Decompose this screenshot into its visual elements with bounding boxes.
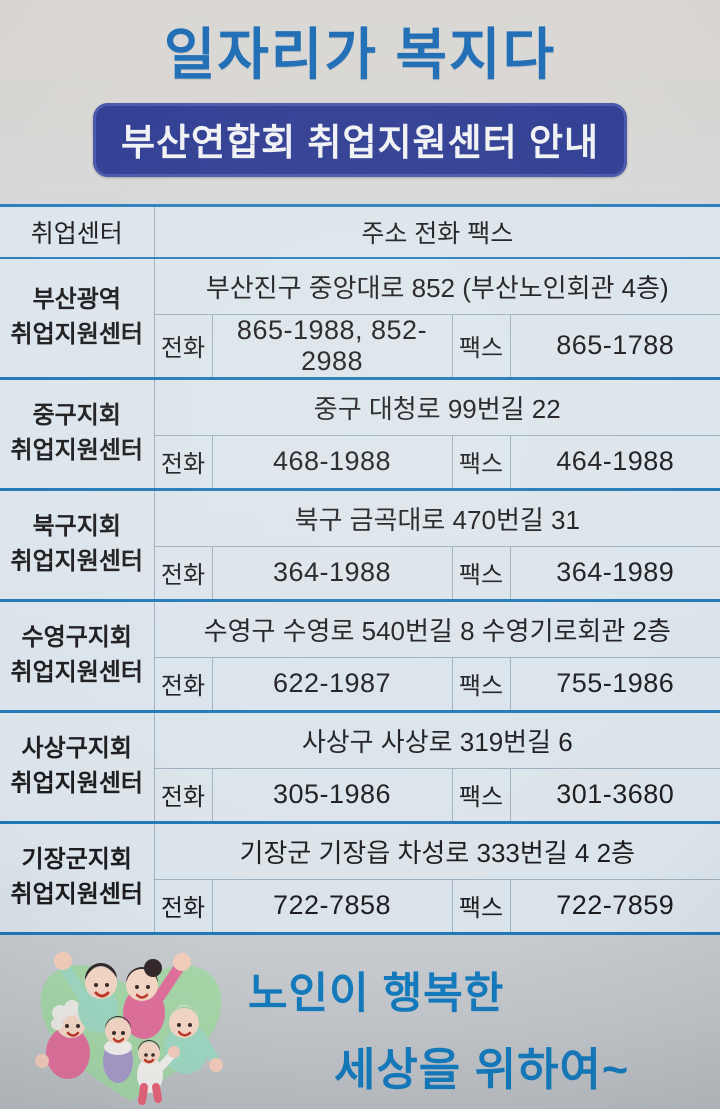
fax-value: 464-1988 <box>509 435 720 491</box>
table-row-contacts: 전화 722-7858 팩스 722-7859 <box>0 879 720 935</box>
table-row: 수영구지회 취업지원센터 수영구 수영로 540번길 8 수영기로회관 2층 <box>0 600 720 713</box>
table-row: 중구지회 취업지원센터 중구 대청로 99번길 22 <box>0 378 720 491</box>
center-name-line2: 취업지원센터 <box>10 320 143 348</box>
center-name-line1: 중구지회 <box>32 401 121 429</box>
center-name-line1: 수영구지회 <box>21 623 132 651</box>
subtitle-banner: 부산연합회 취업지원센터 안내 <box>92 102 628 177</box>
center-name-line1: 북구지회 <box>32 512 121 540</box>
fax-label: 팩스 <box>451 314 510 380</box>
table-header-row: 취업센터 주소 전화 팩스 <box>0 205 720 259</box>
fax-label: 팩스 <box>451 768 510 824</box>
footer: 노인이 행복한 세상을 위하여~ <box>0 933 720 1109</box>
center-name-line1: 사상구지회 <box>21 734 132 762</box>
family-heart-icon <box>35 952 223 1105</box>
center-name-line2: 취업지원센터 <box>10 880 143 908</box>
phone-value: 468-1988 <box>211 435 452 491</box>
fax-value: 755-1986 <box>509 657 720 713</box>
center-name-cell: 기장군지회 취업지원센터 <box>0 822 155 935</box>
table-row-contacts: 전화 865-1988, 852-2988 팩스 865-1788 <box>0 314 720 380</box>
fax-value: 722-7859 <box>509 879 720 935</box>
address-cell: 부산진구 중앙대로 852 (부산노인회관 4층) <box>154 257 720 315</box>
phone-label: 전화 <box>153 314 212 380</box>
phone-label: 전화 <box>153 435 212 491</box>
page-title: 일자리가 복지다 <box>163 23 557 86</box>
family-heart-illustration <box>0 933 248 1109</box>
fax-label: 팩스 <box>451 435 510 491</box>
center-name-line1: 부산광역 <box>32 285 121 313</box>
center-name-cell: 사상구지회 취업지원센터 <box>0 711 155 824</box>
fax-value: 301-3680 <box>509 768 720 824</box>
header-center-column: 취업센터 <box>0 205 155 259</box>
header-info-column: 주소 전화 팩스 <box>154 205 720 259</box>
table-row-contacts: 전화 364-1988 팩스 364-1989 <box>0 546 720 602</box>
center-name-cell: 수영구지회 취업지원센터 <box>0 600 155 713</box>
centers-table-body: 부산광역 취업지원센터 부산진구 중앙대로 852 (부산노인회관 4층) 전화… <box>0 257 720 935</box>
phone-value: 865-1988, 852-2988 <box>211 314 452 380</box>
phone-value: 305-1986 <box>211 768 452 824</box>
table-row-contacts: 전화 305-1986 팩스 301-3680 <box>0 768 720 824</box>
phone-value: 722-7858 <box>211 879 452 935</box>
table-row: 북구지회 취업지원센터 북구 금곡대로 470번길 31 <box>0 489 720 602</box>
fax-label: 팩스 <box>451 546 510 602</box>
phone-value: 364-1988 <box>211 546 452 602</box>
phone-label: 전화 <box>153 657 212 713</box>
table-row-contacts: 전화 468-1988 팩스 464-1988 <box>0 435 720 491</box>
table-row: 부산광역 취업지원센터 부산진구 중앙대로 852 (부산노인회관 4층) <box>0 257 720 380</box>
address-cell: 북구 금곡대로 470번길 31 <box>154 489 720 547</box>
center-name-line2: 취업지원센터 <box>10 436 143 464</box>
center-name-line1: 기장군지회 <box>21 845 132 873</box>
address-cell: 사상구 사상로 319번길 6 <box>154 711 720 769</box>
table-row-contacts: 전화 622-1987 팩스 755-1986 <box>0 657 720 713</box>
phone-label: 전화 <box>153 879 212 935</box>
fax-label: 팩스 <box>451 879 510 935</box>
address-cell: 기장군 기장읍 차성로 333번길 4 2층 <box>154 822 720 880</box>
center-name-line2: 취업지원센터 <box>10 658 143 686</box>
address-cell: 수영구 수영로 540번길 8 수영기로회관 2층 <box>154 600 720 658</box>
fax-value: 865-1788 <box>509 314 720 380</box>
slogan: 노인이 행복한 세상을 위하여~ <box>248 933 720 1098</box>
center-name-line2: 취업지원센터 <box>10 547 143 575</box>
phone-value: 622-1987 <box>211 657 452 713</box>
center-name-line2: 취업지원센터 <box>10 769 143 797</box>
center-name-cell: 부산광역 취업지원센터 <box>0 257 155 380</box>
slogan-line1: 노인이 행복한 <box>248 970 505 1018</box>
address-cell: 중구 대청로 99번길 22 <box>154 378 720 436</box>
center-name-cell: 중구지회 취업지원센터 <box>0 378 155 491</box>
slogan-line2: 세상을 위하여~ <box>334 1044 630 1095</box>
phone-label: 전화 <box>153 546 212 602</box>
subtitle-text: 부산연합회 취업지원센터 안내 <box>120 121 600 163</box>
table-row: 사상구지회 취업지원센터 사상구 사상로 319번길 6 <box>0 711 720 824</box>
phone-label: 전화 <box>153 768 212 824</box>
fax-value: 364-1989 <box>509 546 720 602</box>
table-row: 기장군지회 취업지원센터 기장군 기장읍 차성로 333번길 4 2층 <box>0 822 720 935</box>
fax-label: 팩스 <box>451 657 510 713</box>
center-name-cell: 북구지회 취업지원센터 <box>0 489 155 602</box>
centers-table: 취업센터 주소 전화 팩스 부산광역 취업지원센터 부산진구 중앙대로 852 … <box>0 203 720 935</box>
